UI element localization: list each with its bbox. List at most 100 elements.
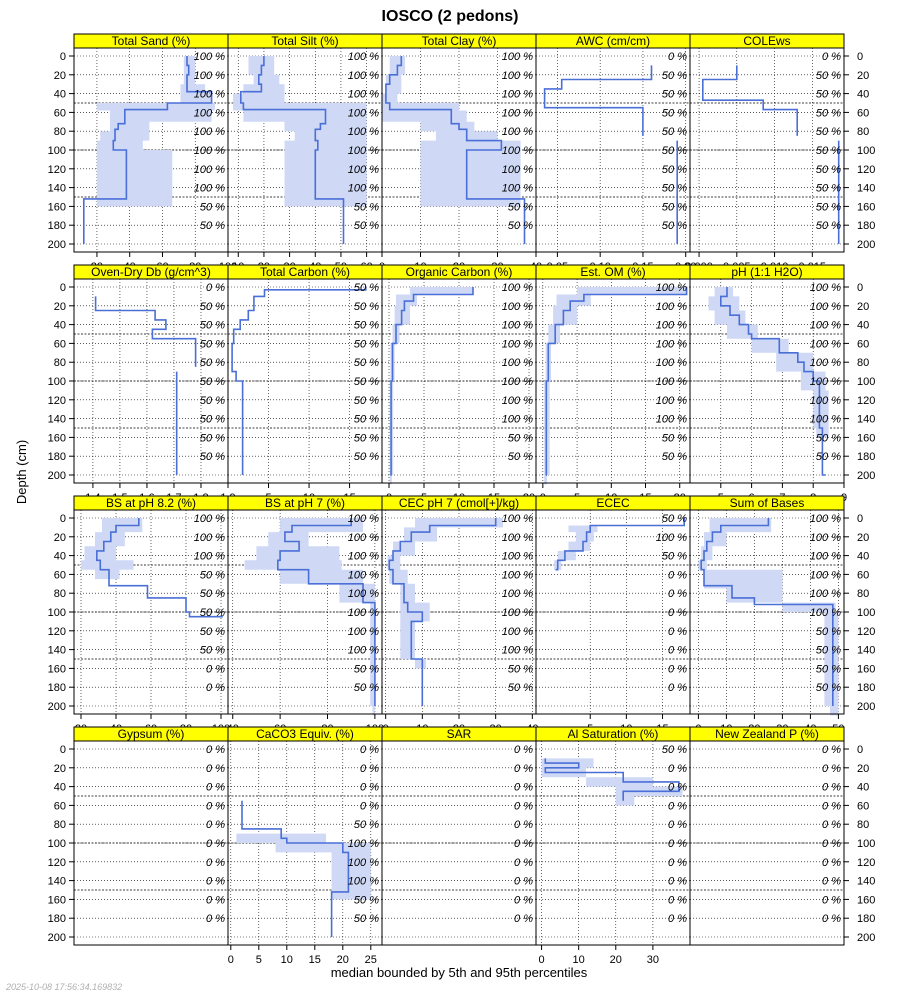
median-line xyxy=(385,56,526,244)
data-fraction-label: 50 % xyxy=(354,357,379,369)
data-fraction-label: 50 % xyxy=(662,513,687,525)
data-fraction-label: 50 % xyxy=(200,588,225,600)
x-tick-label: 0 xyxy=(228,954,234,966)
y-tick-label-left: 40 xyxy=(54,551,66,563)
panel: Oven-Dry Db (g/cm^3) 0 % 50 % 50 % 50 % 50 % 5… xyxy=(73,264,236,504)
y-tick-label-left: 200 xyxy=(48,701,66,713)
panel: BS at pH 7 (%)100 %100 %100 %100 %100 %1… xyxy=(227,495,384,735)
y-tick-label-right: 0 xyxy=(857,744,863,756)
data-fraction-label: 0 % xyxy=(206,819,225,831)
timestamp-label: 2025-10-08 17:56:34.169832 xyxy=(5,982,122,992)
data-fraction-label: 0 % xyxy=(206,682,225,694)
data-fraction-label: 100 % xyxy=(502,645,533,657)
data-fraction-label: 0 % xyxy=(668,588,687,600)
data-fraction-label: 100 % xyxy=(348,626,379,638)
data-fraction-label: 100 % xyxy=(502,70,533,82)
data-fraction-label: 0 % xyxy=(668,876,687,888)
data-fraction-label: 50 % xyxy=(354,201,379,213)
data-fraction-label: 50 % xyxy=(662,432,687,444)
panel: CEC pH 7 (cmol[+]/kg) 100 % 100 % 100 % 100 … xyxy=(381,495,538,735)
y-tick-label-right: 120 xyxy=(857,395,875,407)
data-fraction-label: 0 % xyxy=(822,894,841,906)
y-tick-label-right: 100 xyxy=(857,145,875,157)
y-tick-label-right: 80 xyxy=(857,357,869,369)
data-fraction-label: 100 % xyxy=(502,89,533,101)
data-fraction-label: 50 % xyxy=(200,451,225,463)
data-fraction-label: 100 % xyxy=(502,282,533,294)
data-fraction-label: 50 % xyxy=(816,645,841,657)
data-fraction-label: 50 % xyxy=(816,183,841,195)
data-fraction-label: 0 % xyxy=(668,838,687,850)
data-fraction-label: 50 % xyxy=(200,395,225,407)
data-fraction-label: 0 % xyxy=(514,800,533,812)
y-tick-label-right: 160 xyxy=(857,432,875,444)
data-fraction-label: 50 % xyxy=(200,569,225,581)
median-line xyxy=(96,518,223,618)
data-fraction-label: 100 % xyxy=(502,607,533,619)
median-line xyxy=(277,518,376,706)
y-tick-label-left: 60 xyxy=(54,800,66,812)
median-line xyxy=(702,65,840,244)
panel-title: Sum of Bases xyxy=(730,496,805,510)
data-fraction-label: 100 % xyxy=(348,513,379,525)
y-tick-label-left: 120 xyxy=(48,395,66,407)
panel-title: Oven-Dry Db (g/cm^3) xyxy=(91,265,211,279)
y-tick-label-right: 160 xyxy=(857,663,875,675)
y-tick-label-right: 100 xyxy=(857,376,875,388)
data-fraction-label: 0 % xyxy=(822,876,841,888)
data-fraction-label: 0 % xyxy=(514,819,533,831)
panel-title: BS at pH 8.2 (%) xyxy=(106,496,196,510)
y-tick-label-left: 60 xyxy=(54,107,66,119)
median-line xyxy=(240,56,345,244)
y-tick-label-right: 80 xyxy=(857,126,869,138)
y-tick-label-left: 20 xyxy=(54,301,66,313)
data-fraction-label: 50 % xyxy=(662,70,687,82)
y-tick-label-right: 60 xyxy=(857,107,869,119)
chart-title: IOSCO (2 pedons) xyxy=(382,8,519,25)
y-tick-label-right: 120 xyxy=(857,164,875,176)
data-fraction-label: 50 % xyxy=(816,220,841,232)
median-line xyxy=(94,296,197,475)
panel: AWC (cm/cm) 0 % 50 % 50 % 50 % 50 % 50 % 50 % 50… xyxy=(535,33,696,273)
data-fraction-label: 0 % xyxy=(206,857,225,869)
percentile-band xyxy=(387,518,503,669)
y-tick-label-right: 40 xyxy=(857,320,869,332)
data-fraction-label: 0 % xyxy=(206,744,225,756)
data-fraction-label: 50 % xyxy=(200,220,225,232)
data-fraction-label: 100 % xyxy=(348,551,379,563)
data-fraction-label: 100 % xyxy=(502,513,533,525)
y-tick-label-left: 0 xyxy=(60,51,66,63)
data-fraction-label: 50 % xyxy=(200,626,225,638)
data-fraction-label: 50 % xyxy=(200,201,225,213)
data-fraction-label: 0 % xyxy=(514,894,533,906)
median-line xyxy=(241,800,350,937)
data-fraction-label: 100 % xyxy=(194,551,225,563)
data-fraction-label: 0 % xyxy=(514,876,533,888)
y-tick-label-left: 80 xyxy=(54,126,66,138)
panel-title: Total Clay (%) xyxy=(422,34,497,48)
data-fraction-label: 50 % xyxy=(508,451,533,463)
data-fraction-label: 50 % xyxy=(662,551,687,563)
data-fraction-label: 50 % xyxy=(508,201,533,213)
data-fraction-label: 0 % xyxy=(206,763,225,775)
percentile-band xyxy=(382,56,521,207)
data-fraction-label: 100 % xyxy=(194,89,225,101)
data-fraction-label: 100 % xyxy=(348,70,379,82)
panel: Total Silt (%) 100 % 100 % 100 % 100 % 100 % 1… xyxy=(227,33,383,273)
y-tick-label-right: 80 xyxy=(857,588,869,600)
y-tick-label-left: 60 xyxy=(54,569,66,581)
data-fraction-label: 0 % xyxy=(668,51,687,63)
y-tick-label-right: 20 xyxy=(857,70,869,82)
y-tick-label-left: 40 xyxy=(54,89,66,101)
y-tick-label-left: 180 xyxy=(48,451,66,463)
y-tick-label-left: 120 xyxy=(48,164,66,176)
data-fraction-label: 50 % xyxy=(662,145,687,157)
y-tick-label-left: 180 xyxy=(48,682,66,694)
data-fraction-label: 0 % xyxy=(668,894,687,906)
data-fraction-label: 50 % xyxy=(508,432,533,444)
data-fraction-label: 100 % xyxy=(502,338,533,350)
data-fraction-label: 0 % xyxy=(668,763,687,775)
y-tick-label-right: 200 xyxy=(857,701,875,713)
panel-title: SAR xyxy=(447,727,472,741)
y-tick-label-left: 60 xyxy=(54,338,66,350)
